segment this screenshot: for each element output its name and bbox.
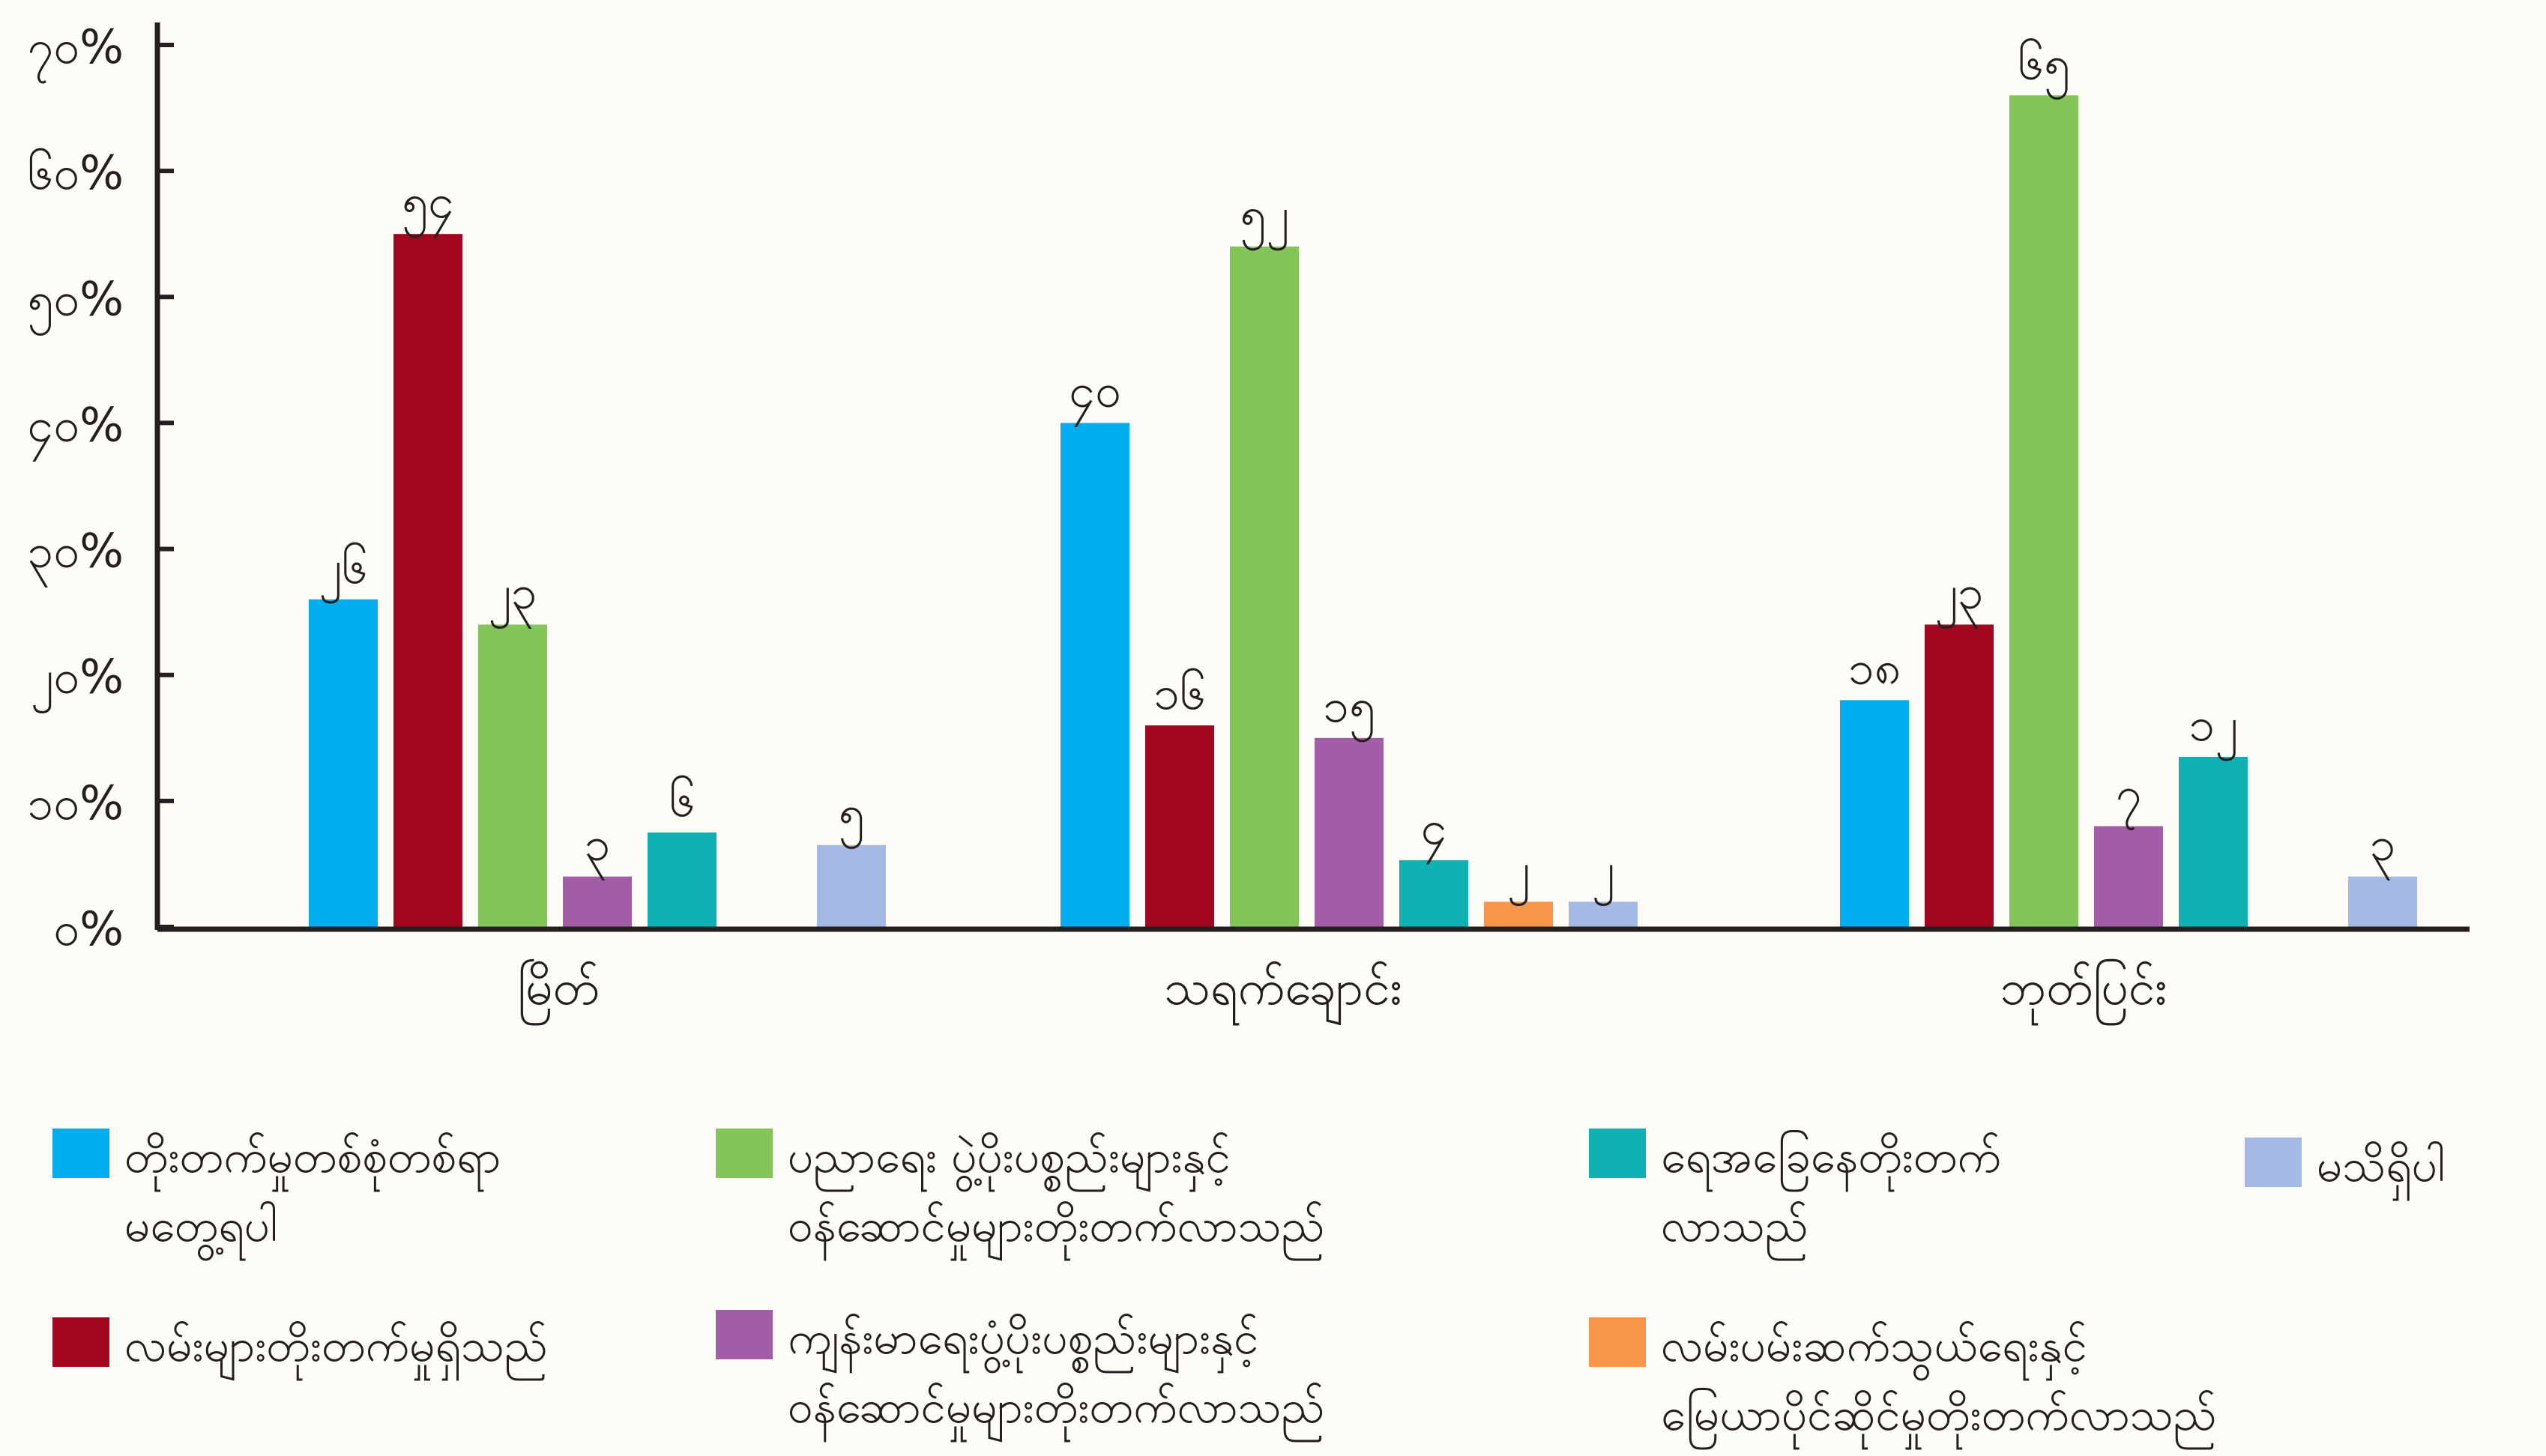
bar-value-label: ၅၂ <box>1240 187 1288 250</box>
bar <box>1925 624 1994 927</box>
bar-value-label: ၂ <box>1507 842 1530 905</box>
bar <box>2094 826 2163 927</box>
y-tick-label: ၀% <box>53 901 124 956</box>
bars <box>309 95 2417 928</box>
bar-value-label: ၆ <box>669 773 696 827</box>
bar-value-label: ၁၂ <box>2188 697 2237 761</box>
bar <box>2009 95 2078 928</box>
x-axis-categories: မြိတ် သရက်ချောင်း ဘုတ်ပြင်း <box>517 958 2167 1026</box>
bar <box>1315 737 1384 927</box>
bar-value-label: ၁၆ <box>1153 665 1206 720</box>
bar <box>817 845 886 927</box>
bar-value-label: ၁၈ <box>1848 640 1901 695</box>
bar <box>478 624 547 927</box>
bar <box>309 599 378 927</box>
bar <box>1484 901 1553 927</box>
x-category-label: ဘုတ်ပြင်း <box>2000 958 2168 1025</box>
y-tick-label: ၂၀% <box>31 650 124 713</box>
bar-value-label: ၂၃ <box>1934 564 1983 628</box>
bar <box>1399 860 1468 927</box>
bar-value-label: ၆၅ <box>2018 35 2070 99</box>
y-tick-label: ၄၀% <box>27 397 124 461</box>
y-axis-ticks: ၀% ၁၀% ၂၀% ၃၀% ၄၀% ၅၀% ၆၀% ၇၀% <box>27 19 174 956</box>
bar <box>1230 247 1299 927</box>
bar-value-label: ၂၆ <box>319 540 367 603</box>
axes <box>154 22 2470 932</box>
bar <box>2179 757 2248 927</box>
bar-value-label: ၂၃ <box>488 564 537 628</box>
bar-value-label: ၅၄ <box>402 174 454 238</box>
bar <box>1569 901 1638 927</box>
bar-value-label: ၇ <box>2116 766 2142 830</box>
bar <box>2348 876 2417 927</box>
y-tick-label: ၅၀% <box>27 271 124 335</box>
bar-value-label: ၂ <box>1592 842 1614 905</box>
x-category-label: သရက်ချောင်း <box>1164 961 1402 1026</box>
y-tick-label: ၇၀% <box>27 19 124 83</box>
bar-value-label: ၁၅ <box>1323 678 1375 742</box>
bar <box>393 234 462 927</box>
bar-value-label: ၅ <box>839 785 865 849</box>
bar-value-label: ၃ <box>585 817 611 880</box>
y-tick-label: ၁၀% <box>27 776 124 830</box>
bar-value-label: ၄ <box>1421 800 1447 864</box>
bar <box>1840 700 1909 927</box>
bar <box>648 832 717 927</box>
bar <box>1145 725 1214 927</box>
bar-value-label: ၄၀ <box>1069 363 1121 426</box>
x-category-label: မြိတ် <box>517 958 600 1025</box>
bar <box>1061 423 1129 927</box>
bar <box>563 876 632 927</box>
y-tick-label: ၆၀% <box>27 145 124 200</box>
y-tick-label: ၃၀% <box>27 524 124 587</box>
bar-value-label: ၃ <box>2370 817 2396 880</box>
